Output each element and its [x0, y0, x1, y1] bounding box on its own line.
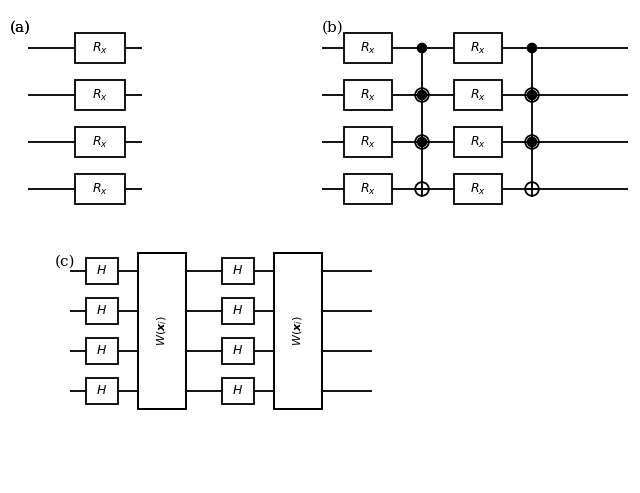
FancyBboxPatch shape	[86, 258, 118, 284]
Text: $H$: $H$	[97, 305, 108, 317]
Text: $R_x$: $R_x$	[92, 181, 108, 197]
Text: $R_x$: $R_x$	[470, 135, 486, 149]
Text: $H$: $H$	[97, 345, 108, 357]
Circle shape	[527, 43, 536, 53]
Text: $R_x$: $R_x$	[470, 40, 486, 56]
Text: $W(\boldsymbol{x}_i)$: $W(\boldsymbol{x}_i)$	[291, 316, 305, 346]
FancyBboxPatch shape	[454, 127, 502, 157]
Text: $R_x$: $R_x$	[470, 87, 486, 103]
FancyBboxPatch shape	[344, 33, 392, 63]
FancyBboxPatch shape	[75, 174, 125, 204]
Text: $H$: $H$	[232, 305, 244, 317]
Text: (a): (a)	[10, 21, 31, 35]
Text: $R_x$: $R_x$	[360, 40, 376, 56]
FancyBboxPatch shape	[222, 298, 254, 324]
Text: $R_x$: $R_x$	[360, 135, 376, 149]
FancyBboxPatch shape	[344, 80, 392, 110]
Text: (a): (a)	[10, 21, 31, 35]
FancyBboxPatch shape	[86, 298, 118, 324]
FancyBboxPatch shape	[75, 33, 125, 63]
FancyBboxPatch shape	[454, 80, 502, 110]
FancyBboxPatch shape	[138, 253, 186, 409]
FancyBboxPatch shape	[222, 378, 254, 404]
FancyBboxPatch shape	[75, 127, 125, 157]
Text: $H$: $H$	[232, 265, 244, 278]
Circle shape	[527, 90, 536, 100]
Text: $H$: $H$	[97, 265, 108, 278]
FancyBboxPatch shape	[274, 253, 322, 409]
Text: $R_x$: $R_x$	[360, 87, 376, 103]
Circle shape	[417, 138, 427, 146]
FancyBboxPatch shape	[86, 338, 118, 364]
Text: $R_x$: $R_x$	[92, 40, 108, 56]
FancyBboxPatch shape	[454, 33, 502, 63]
Text: (c): (c)	[55, 255, 76, 269]
Text: $R_x$: $R_x$	[360, 181, 376, 197]
Text: $H$: $H$	[232, 385, 244, 397]
Text: $H$: $H$	[232, 345, 244, 357]
FancyBboxPatch shape	[454, 174, 502, 204]
Circle shape	[417, 90, 427, 100]
FancyBboxPatch shape	[222, 338, 254, 364]
Text: $R_x$: $R_x$	[92, 135, 108, 149]
FancyBboxPatch shape	[344, 174, 392, 204]
Text: $R_x$: $R_x$	[470, 181, 486, 197]
Circle shape	[417, 43, 427, 53]
Text: $W(\boldsymbol{x}_i)$: $W(\boldsymbol{x}_i)$	[155, 316, 169, 346]
FancyBboxPatch shape	[75, 80, 125, 110]
Text: $H$: $H$	[97, 385, 108, 397]
FancyBboxPatch shape	[344, 127, 392, 157]
Text: (b): (b)	[322, 21, 344, 35]
Circle shape	[527, 138, 536, 146]
FancyBboxPatch shape	[86, 378, 118, 404]
FancyBboxPatch shape	[222, 258, 254, 284]
Text: $R_x$: $R_x$	[92, 87, 108, 103]
